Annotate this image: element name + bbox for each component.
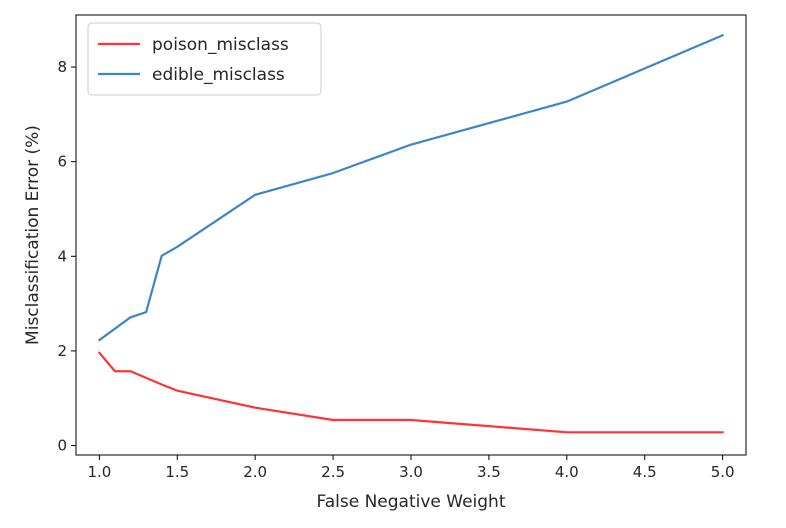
x-tick-label: 3.5 — [477, 463, 501, 481]
series-line-edible_misclass — [97, 33, 725, 342]
y-tick-label: 2 — [57, 342, 67, 360]
x-tick-label: 1.0 — [87, 463, 111, 481]
y-axis-label: Misclassification Error (%) — [23, 125, 43, 345]
legend-box — [87, 22, 322, 96]
series-line-poison_misclass — [97, 351, 724, 434]
x-axis-label: False Negative Weight — [316, 492, 505, 512]
x-tick-label: 5.0 — [711, 463, 735, 481]
x-tick-label: 3.0 — [399, 463, 423, 481]
x-tick-label: 4.0 — [555, 463, 579, 481]
y-tick-label: 0 — [57, 437, 67, 455]
y-tick-label: 8 — [57, 58, 67, 76]
x-tick-label: 2.0 — [243, 463, 267, 481]
x-tick-label: 4.5 — [633, 463, 657, 481]
x-tick-label: 2.5 — [321, 463, 345, 481]
legend-label-edible_misclass: edible_misclass — [152, 65, 285, 85]
y-tick-label: 4 — [57, 247, 67, 265]
legend-label-poison_misclass: poison_misclass — [152, 35, 289, 55]
x-tick-label: 1.5 — [165, 463, 189, 481]
y-tick-label: 6 — [57, 153, 67, 171]
